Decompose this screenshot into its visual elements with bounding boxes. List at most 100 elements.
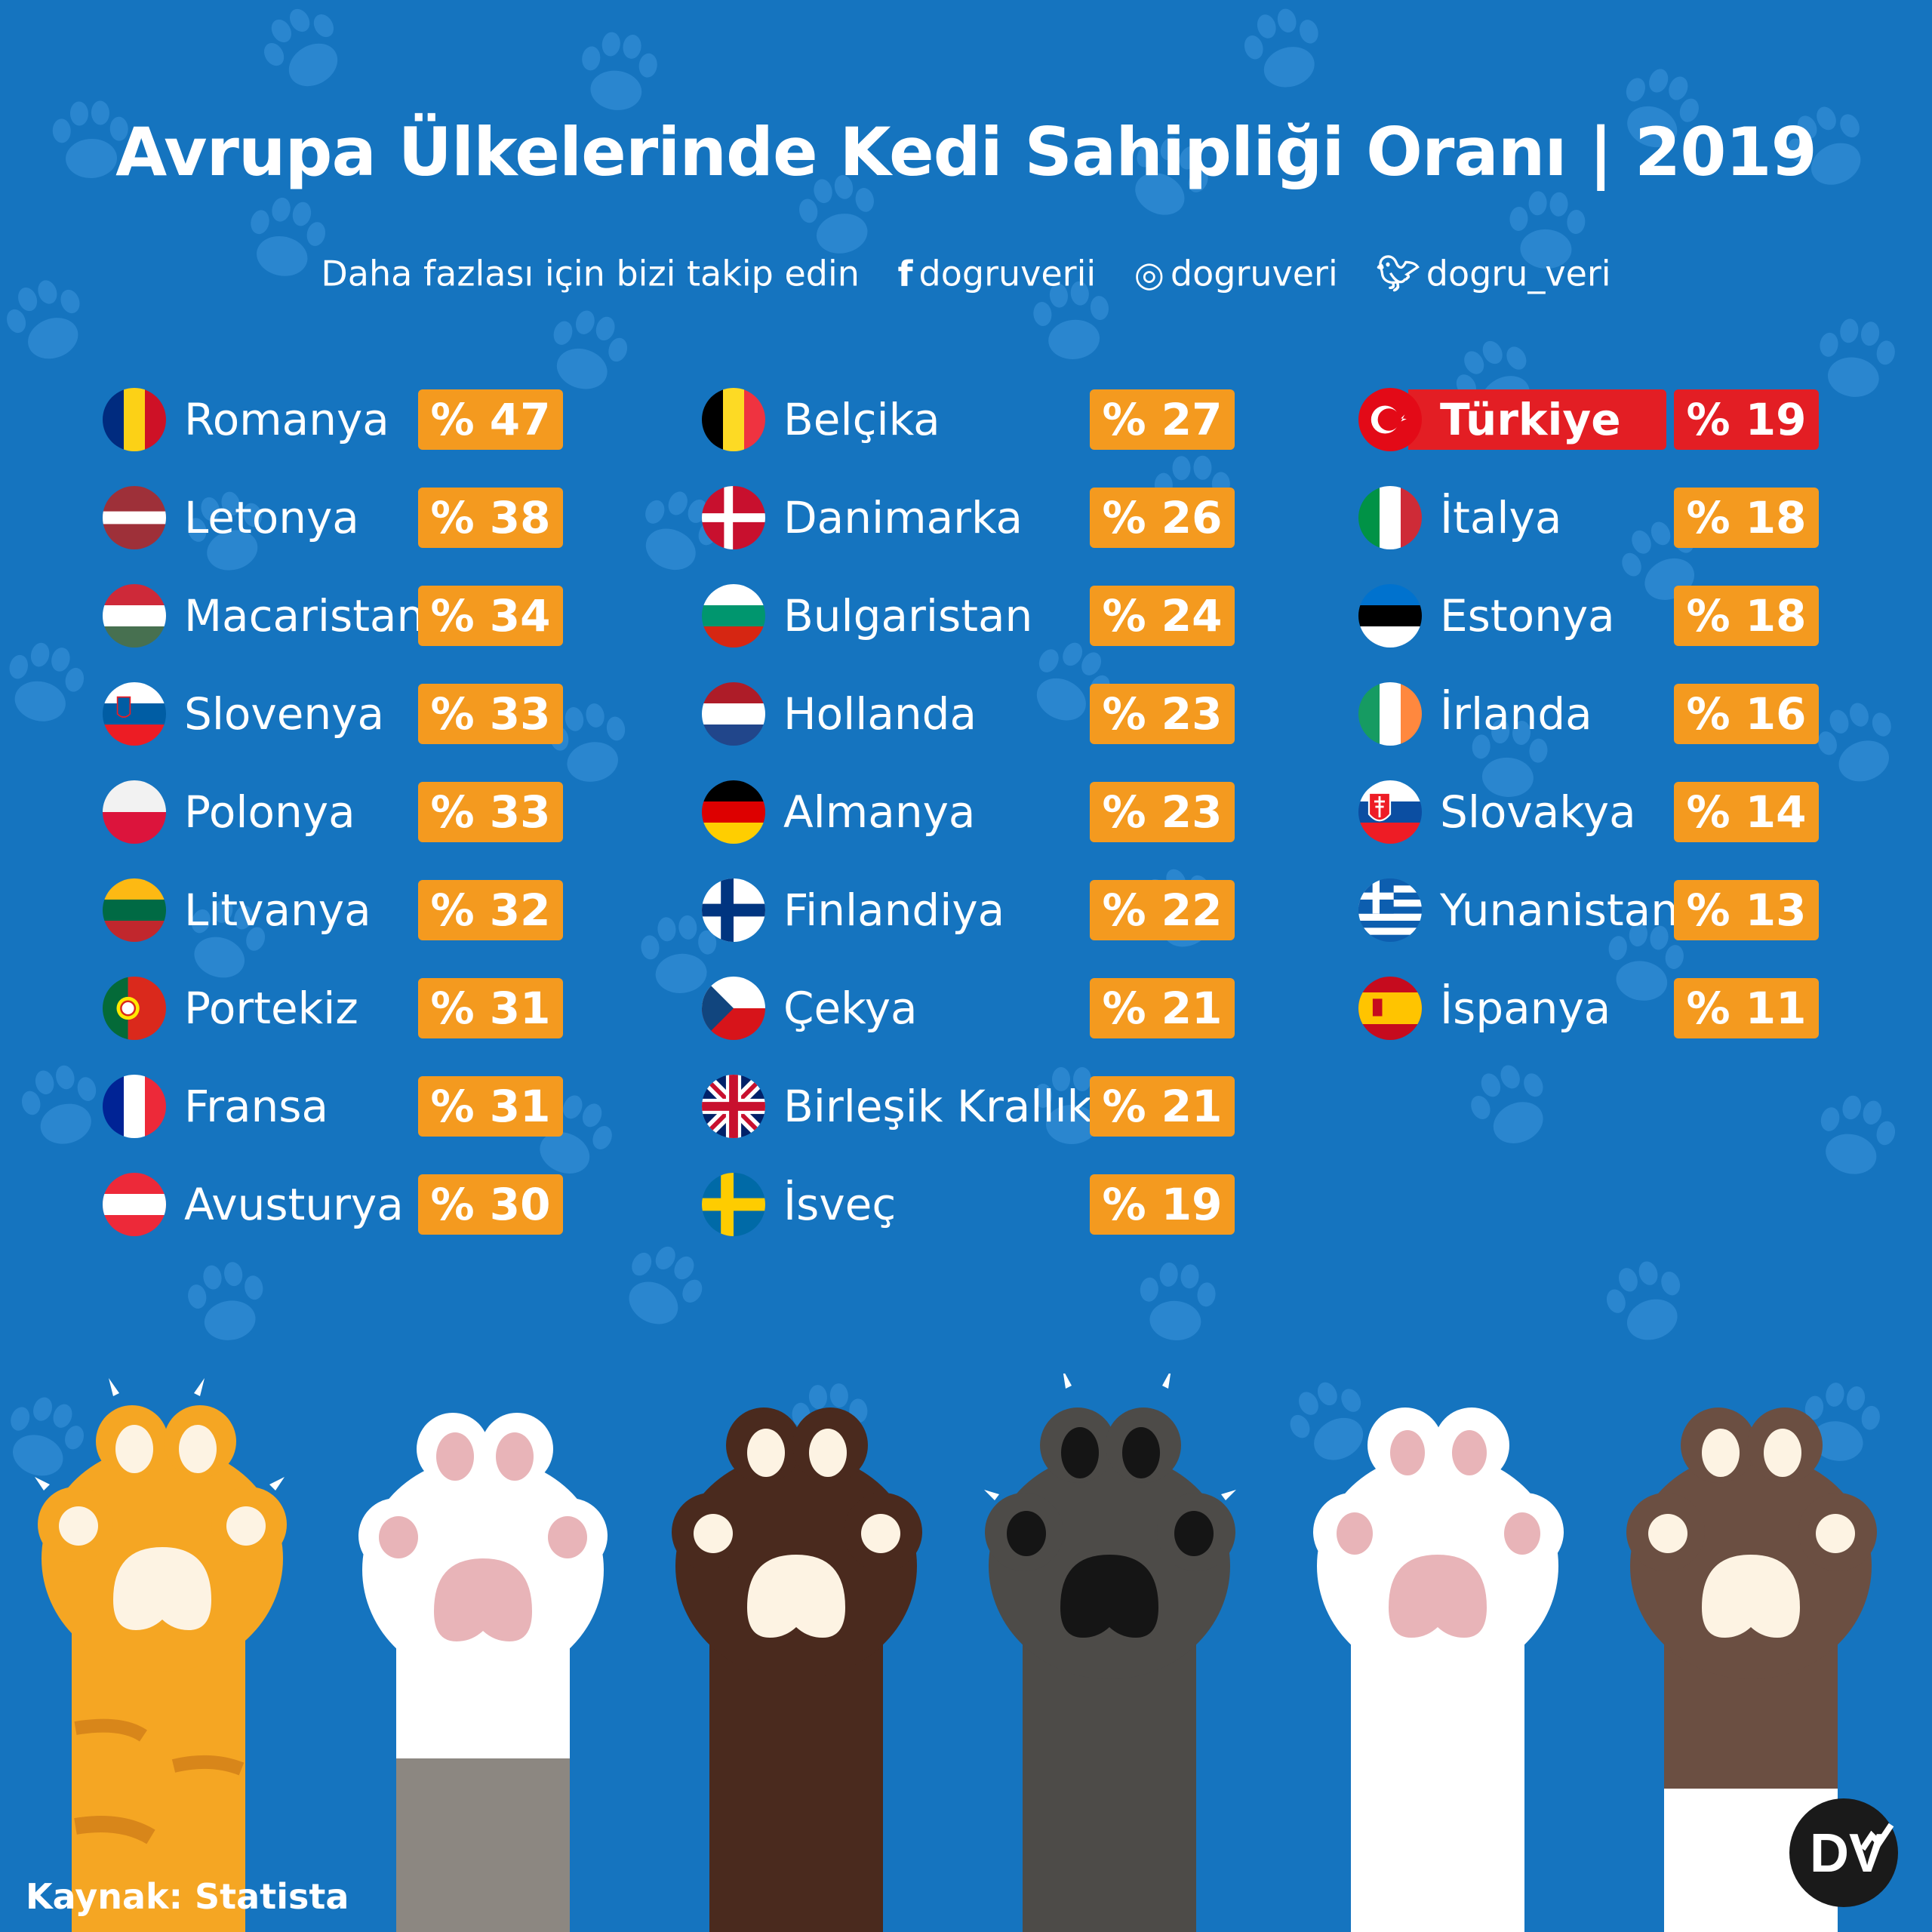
percent-badge: % 19 bbox=[1674, 389, 1819, 450]
background-paw-print-icon bbox=[9, 642, 85, 721]
flag-united-kingdom-icon bbox=[702, 1075, 765, 1138]
background-paw-print-icon bbox=[187, 491, 262, 571]
background-paw-print-icon bbox=[52, 100, 128, 178]
fluffy-white-cat-paw bbox=[1313, 1407, 1564, 1932]
background-paw-print-icon bbox=[1606, 1261, 1681, 1340]
background-paw-print-icon bbox=[553, 310, 628, 389]
flag-italy-icon bbox=[1358, 486, 1422, 549]
country-name: Romanya bbox=[184, 394, 389, 445]
country-name: Slovenya bbox=[184, 688, 385, 740]
grey-cat-paw bbox=[984, 1374, 1236, 1932]
instagram-handle[interactable]: dogruveri bbox=[1170, 253, 1338, 294]
background-paw-print-icon bbox=[1244, 8, 1318, 88]
country-name: Avusturya bbox=[184, 1179, 404, 1230]
twitter-handle[interactable]: dogru_veri bbox=[1426, 253, 1611, 294]
flag-netherlands-icon bbox=[702, 682, 765, 746]
country-name: Hollanda bbox=[783, 688, 977, 740]
country-name: Portekiz bbox=[184, 983, 358, 1034]
cat-paws-illustration bbox=[35, 1374, 1877, 1932]
flag-hungary-icon bbox=[103, 584, 166, 648]
country-name: İsveç bbox=[783, 1179, 897, 1230]
flag-finland-icon bbox=[702, 878, 765, 942]
flag-czechia-icon bbox=[702, 977, 765, 1040]
background-paw-print-icon bbox=[1626, 69, 1699, 148]
country-name: Çekya bbox=[783, 983, 918, 1034]
background-paw-print-icon bbox=[21, 1065, 97, 1144]
country-name: Fransa bbox=[184, 1081, 329, 1132]
percent-badge: % 27 bbox=[1090, 389, 1235, 450]
percent-badge: % 23 bbox=[1090, 684, 1235, 744]
instagram-icon[interactable]: ◎ bbox=[1134, 253, 1164, 294]
country-name: Polonya bbox=[184, 786, 355, 838]
flag-ireland-icon bbox=[1358, 682, 1422, 746]
country-name: Estonya bbox=[1440, 590, 1615, 641]
flag-portugal-icon bbox=[103, 977, 166, 1040]
brown-cat-paw bbox=[672, 1407, 922, 1932]
percent-badge: % 33 bbox=[418, 782, 563, 842]
flag-estonia-icon bbox=[1358, 584, 1422, 648]
background-paw-print-icon bbox=[1788, 106, 1861, 185]
background-paw-print-icon bbox=[188, 1262, 263, 1340]
percent-badge: % 14 bbox=[1674, 782, 1819, 842]
percent-badge: % 38 bbox=[418, 488, 563, 548]
percent-badge: % 19 bbox=[1090, 1174, 1235, 1235]
background-paw-print-icon bbox=[1033, 281, 1109, 359]
percent-badge: % 18 bbox=[1674, 586, 1819, 646]
country-name: Litvanya bbox=[184, 884, 371, 936]
flag-austria-icon bbox=[103, 1173, 166, 1236]
percent-badge: % 16 bbox=[1674, 684, 1819, 744]
percent-badge: % 30 bbox=[418, 1174, 563, 1235]
background-paw-print-icon bbox=[1820, 1095, 1896, 1174]
country-name: Belçika bbox=[783, 394, 940, 445]
percent-badge: % 18 bbox=[1674, 488, 1819, 548]
background-paw-print-icon bbox=[1472, 719, 1548, 797]
country-name: İtalya bbox=[1440, 492, 1562, 543]
background-paw-print-icon bbox=[191, 899, 266, 978]
background-paw-print-icon bbox=[799, 175, 874, 254]
follow-prompt: Daha fazlası için bizi takip edin bbox=[321, 253, 860, 294]
country-name: Finlandiya bbox=[783, 884, 1005, 936]
orange-cat-paw bbox=[35, 1378, 287, 1932]
source-note: Kaynak: Statista bbox=[26, 1876, 349, 1917]
country-name: Türkiye bbox=[1408, 389, 1666, 450]
percent-badge: % 23 bbox=[1090, 782, 1235, 842]
percent-badge: % 47 bbox=[418, 389, 563, 450]
flag-sweden-icon bbox=[702, 1173, 765, 1236]
flag-poland-icon bbox=[103, 780, 166, 844]
country-name: Bulgaristan bbox=[783, 590, 1033, 641]
background-paw-print-icon bbox=[1290, 1382, 1364, 1460]
background-paw-print-icon bbox=[641, 915, 717, 993]
background-paw-print-icon bbox=[1034, 1067, 1109, 1144]
country-name: Yunanistan bbox=[1440, 884, 1678, 936]
facebook-icon[interactable]: f bbox=[897, 253, 913, 294]
flag-greece-icon bbox=[1358, 878, 1422, 942]
flag-romania-icon bbox=[103, 388, 166, 451]
percent-badge: % 21 bbox=[1090, 978, 1235, 1038]
percent-badge: % 26 bbox=[1090, 488, 1235, 548]
percent-badge: % 33 bbox=[418, 684, 563, 744]
background-paw-print-icon bbox=[1135, 137, 1208, 215]
background-paw-print-icon bbox=[1140, 1262, 1216, 1340]
country-name: Birleşik Krallık bbox=[783, 1081, 1093, 1132]
facebook-handle[interactable]: dogruverii bbox=[918, 253, 1097, 294]
flag-turkey-icon bbox=[1358, 388, 1422, 451]
page-title: Avrupa Ülkelerinde Kedi Sahipliği Oranı … bbox=[115, 113, 1817, 191]
percent-badge: % 31 bbox=[418, 978, 563, 1038]
country-name: Danimarka bbox=[783, 492, 1023, 543]
background-paw-print-icon bbox=[263, 8, 338, 87]
background-paw-print-icon bbox=[1471, 1065, 1543, 1143]
white-cat-paw bbox=[358, 1413, 608, 1932]
background-paw-print-icon bbox=[11, 1397, 85, 1476]
country-name: Almanya bbox=[783, 786, 976, 838]
twitter-icon[interactable]: 🐦︎ bbox=[1376, 253, 1420, 294]
flag-slovakia-icon bbox=[1358, 780, 1422, 844]
flag-slovenia-icon bbox=[103, 682, 166, 746]
background-paw-print-icon bbox=[1817, 703, 1891, 782]
country-name: İspanya bbox=[1440, 983, 1611, 1034]
percent-badge: % 32 bbox=[418, 880, 563, 940]
percent-badge: % 11 bbox=[1674, 978, 1819, 1038]
social-links: Daha fazlası için bizi takip edin f dogru… bbox=[0, 251, 1932, 294]
flag-france-icon bbox=[103, 1075, 166, 1138]
